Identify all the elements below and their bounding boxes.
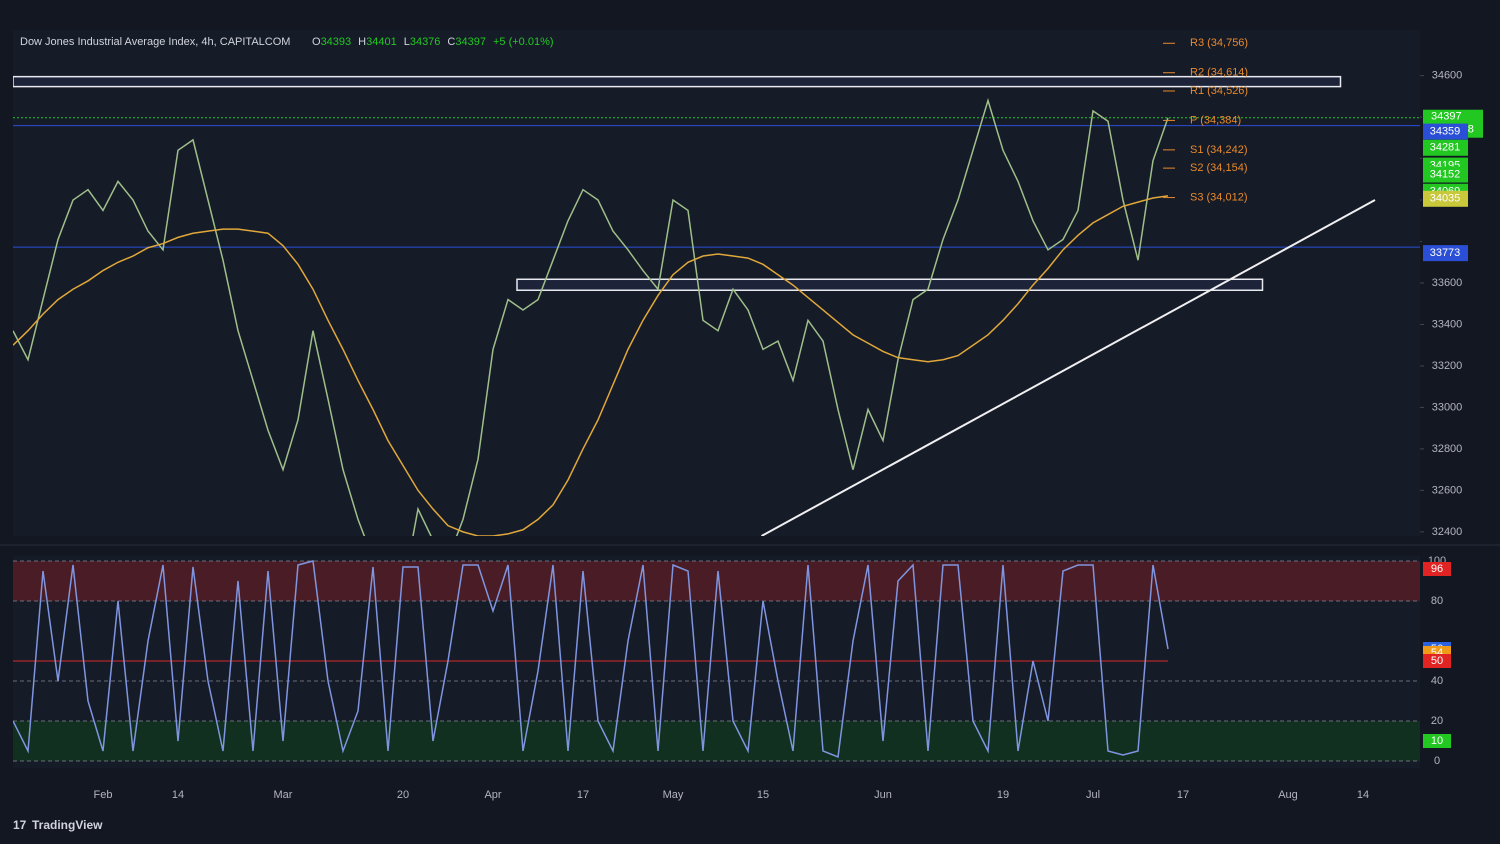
ohlc-key: C	[447, 36, 455, 48]
x-tick-label: 14	[1357, 789, 1369, 801]
y-tick-label: 32400	[1432, 526, 1463, 538]
zone	[516, 278, 1264, 292]
series-line	[13, 195, 1169, 536]
osc-tag	[1423, 734, 1451, 748]
osc-tag-label: 10	[1431, 735, 1443, 747]
axes: R3 (34,756) R2 (34,614) R1 (34,526) P (34,3…	[94, 37, 1483, 801]
pivot-label: P (34,384)	[1190, 114, 1241, 126]
ohlc-value: 34376	[410, 36, 441, 48]
x-tick-label: May	[663, 789, 684, 801]
x-tick-label: Jul	[1086, 789, 1100, 801]
price-tag-label: 34359	[1430, 126, 1461, 138]
price-tag	[1423, 166, 1468, 183]
pivot-label: R1 (34,526)	[1190, 85, 1248, 97]
price-tag	[1423, 139, 1468, 156]
series-line	[13, 560, 1169, 759]
pivot-label: S2 (34,154)	[1190, 162, 1247, 174]
ohlc-legend: O34393 H34401 L34376 C34397 +5 (+0.01%)	[312, 36, 554, 48]
ohlc-value: 34401	[366, 36, 397, 48]
price-tag	[1423, 123, 1468, 140]
pivot-label: S3 (34,012)	[1190, 191, 1247, 203]
y-tick-label: 80	[1431, 595, 1443, 607]
ohlc-key: L	[404, 36, 410, 48]
price-tag-label: 34152	[1430, 168, 1461, 180]
pivot-label: R3 (34,756)	[1190, 37, 1248, 49]
y-tick-label: 32800	[1432, 443, 1463, 455]
last-price-label: 34397	[1431, 111, 1462, 123]
x-tick-label: 14	[172, 789, 184, 801]
price-plot	[13, 75, 1420, 536]
x-tick-label: Aug	[1278, 789, 1298, 801]
x-tick-label: 15	[757, 789, 769, 801]
x-tick-label: 17	[577, 789, 589, 801]
price-tag	[1423, 190, 1468, 207]
ohlc-key: H	[358, 36, 366, 48]
x-tick-label: Apr	[484, 789, 501, 801]
symbol-title: Dow Jones Industrial Average Index, 4h, …	[20, 36, 290, 48]
y-tick-label: 34600	[1432, 70, 1463, 82]
osc-tag-label: 96	[1431, 563, 1443, 575]
x-tick-label: 17	[1177, 789, 1189, 801]
y-tick-label: 0	[1434, 755, 1440, 767]
x-tick-label: 20	[397, 789, 409, 801]
pivot-label: S1 (34,242)	[1190, 144, 1247, 156]
zone	[13, 75, 1342, 88]
ohlc-value: 34397	[455, 36, 486, 48]
ohlc-value: 34393	[321, 36, 352, 48]
x-tick-label: Jun	[874, 789, 892, 801]
price-tag-label: 34035	[1430, 193, 1461, 205]
pivot-label: R2 (34,614)	[1190, 67, 1248, 79]
y-tick-label: 40	[1431, 675, 1443, 687]
x-tick-label: 19	[997, 789, 1009, 801]
x-tick-label: Mar	[274, 789, 293, 801]
ohlc-key: O	[312, 36, 321, 48]
y-tick-label: 20	[1431, 715, 1443, 727]
change: +5 (+0.01%)	[493, 36, 554, 48]
price-pane	[13, 30, 1420, 536]
osc-tag-label: 50	[1431, 655, 1443, 667]
y-tick-label: 32600	[1432, 484, 1463, 496]
x-tick-label: Feb	[94, 789, 113, 801]
series-line	[13, 97, 1169, 536]
oscillator-plot	[13, 560, 1420, 762]
price-tag-label: 34281	[1430, 142, 1461, 154]
band	[13, 721, 1420, 761]
brand-logo: 17	[13, 818, 27, 832]
y-tick-label: 33000	[1432, 401, 1463, 413]
price-tag	[1423, 245, 1468, 262]
trendline	[761, 199, 1376, 536]
y-tick-label: 33600	[1432, 277, 1463, 289]
y-tick-label: 33200	[1432, 360, 1463, 372]
brand: TradingView	[32, 818, 103, 832]
price-tag-label: 33773	[1430, 247, 1461, 259]
osc-tag	[1423, 562, 1451, 576]
y-tick-label: 33400	[1432, 318, 1463, 330]
osc-tag	[1423, 654, 1451, 668]
